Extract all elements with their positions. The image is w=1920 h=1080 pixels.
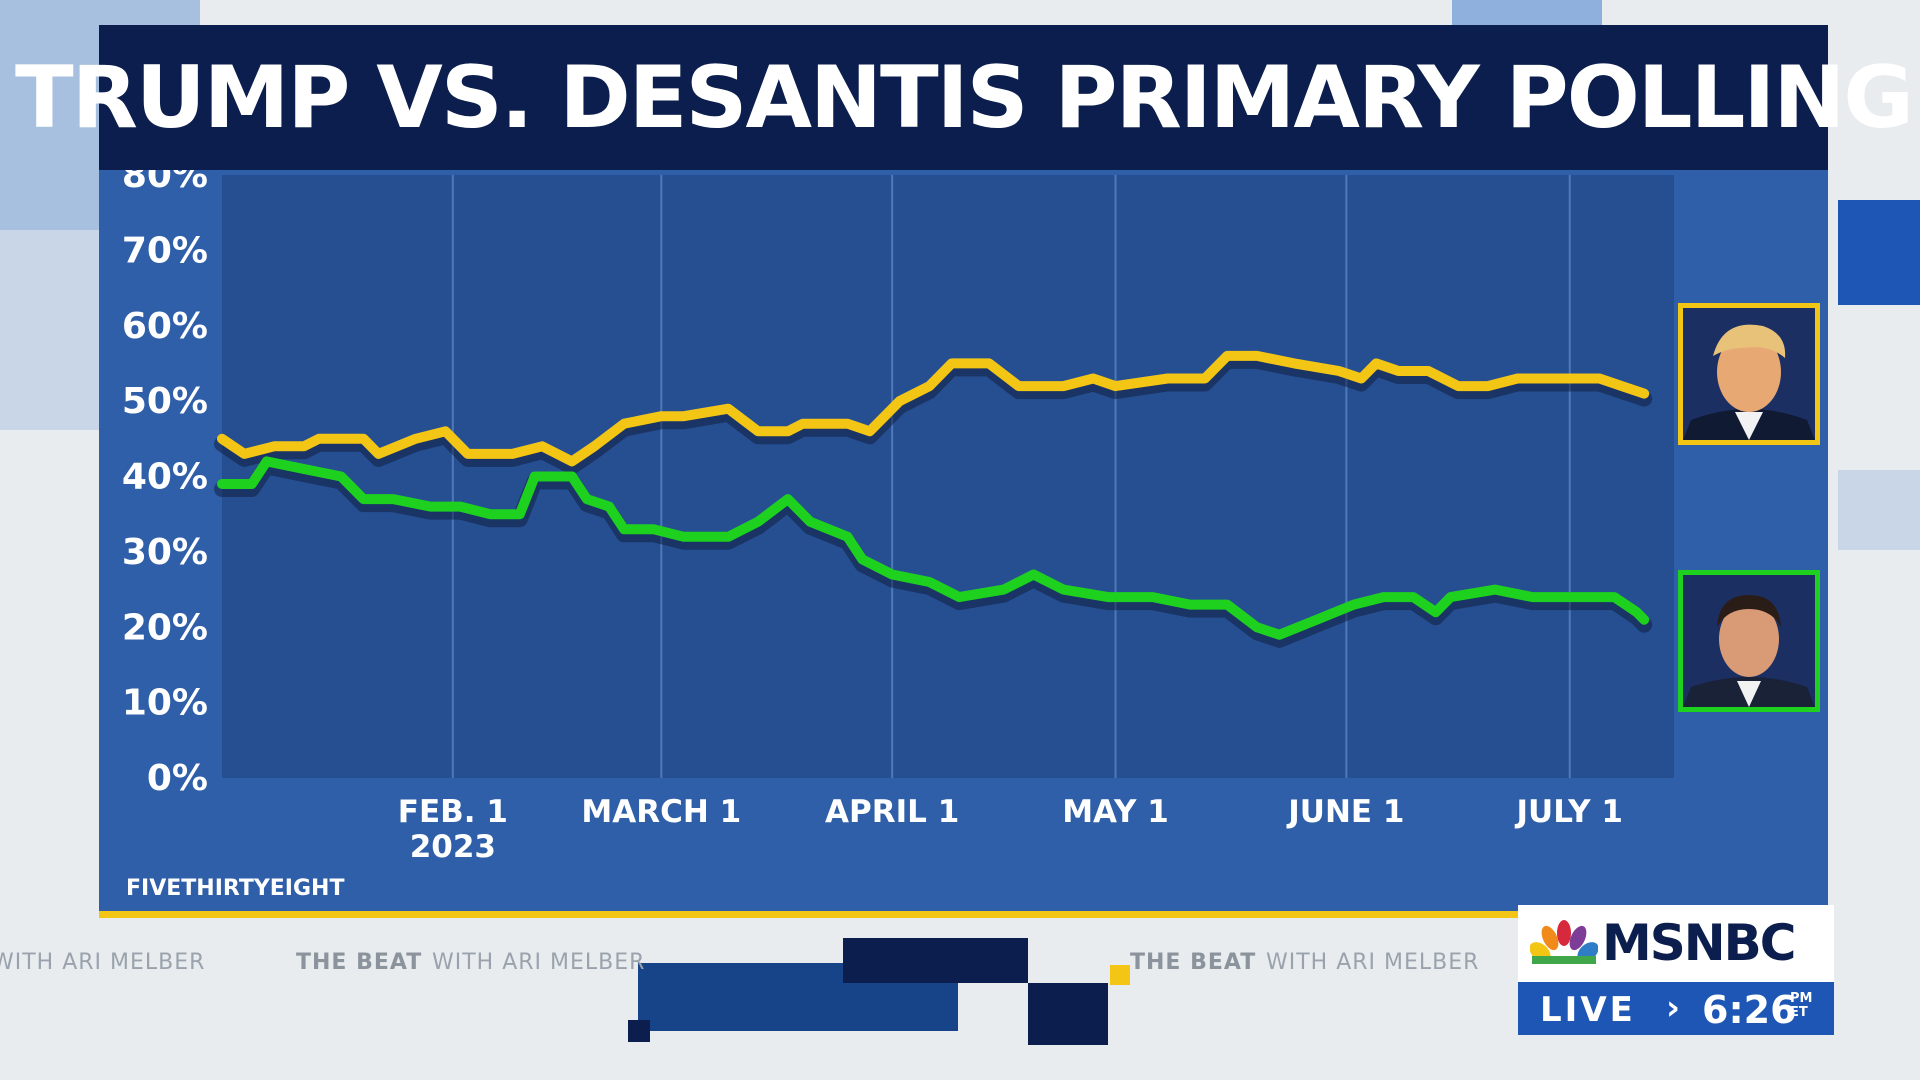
y-tick-label: 70% [122,230,208,271]
background-stripe [1452,0,1602,25]
chevron-right-icon: › [1666,988,1681,1028]
x-tick-label: JULY 1 [1515,794,1623,830]
y-tick-label: 60% [122,306,208,347]
desantis-polling-line [217,456,1650,640]
x-tick-label: MAY 1 [1062,794,1169,830]
x-tick-label: FEB. 1 [398,794,508,830]
time-suffix: PM ET [1790,992,1812,1020]
yellow-rule [99,911,1519,918]
ticker-show: THE BEAT [1130,950,1257,975]
x-tick-label: MARCH 1 [581,794,741,830]
x-tick-label: JUNE 1 [1286,794,1404,830]
peacock-icon [1529,920,1599,968]
background-stripe [1838,470,1920,550]
trump-polling-line [217,350,1650,467]
background-stripe [0,230,99,430]
background-stripe [1110,965,1130,985]
background-stripe [1838,200,1920,305]
desantis-photo-icon [1678,570,1820,712]
background-stripe [843,938,1028,983]
live-label: LIVE [1540,990,1636,1030]
show-ticker: WITH ARI MELBER THE BEAT WITH ARI MELBER… [0,950,1520,982]
chart-title: TRUMP VS. DESANTIS PRIMARY POLLING [15,25,1914,170]
ticker-host: WITH ARI MELBER [432,950,646,975]
y-tick-label: 80% [122,170,208,196]
ticker-host: WITH ARI MELBER [1266,950,1480,975]
x-tick-label-year: 2023 [410,829,496,865]
y-tick-label: 30% [122,532,208,573]
y-tick-label: 40% [122,457,208,498]
x-tick-label: APRIL 1 [825,794,959,830]
network-logo: MSNBC [1602,914,1796,972]
trump-photo-icon [1678,303,1820,445]
time-suffix-pm: PM [1790,991,1813,1006]
live-bar: LIVE › 6:26 PM ET [1518,982,1834,1035]
y-tick-label: 10% [122,683,208,724]
ticker-host: WITH ARI MELBER [0,950,206,975]
y-tick-label: 20% [122,607,208,648]
y-tick-label: 0% [147,758,208,799]
ticker-show: THE BEAT [296,950,423,975]
y-tick-label: 50% [122,381,208,422]
time-suffix-et: ET [1790,1005,1808,1020]
source-label: FIVETHIRTYEIGHT [126,876,345,901]
background-stripe [628,1020,650,1042]
plot-area [222,175,1674,778]
background-stripe [1028,983,1108,1045]
live-time: 6:26 [1702,988,1797,1032]
